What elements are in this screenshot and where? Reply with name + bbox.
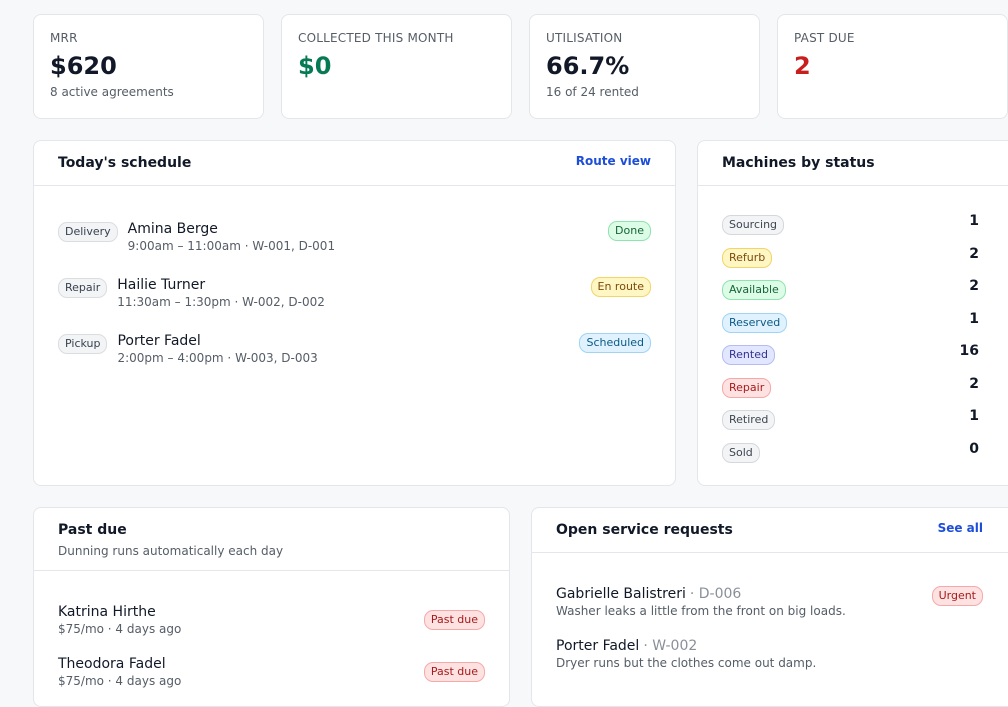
- status-pill: Available: [722, 280, 786, 300]
- card-header: Today's schedule Route view: [34, 141, 675, 186]
- kpi-note: 8 active agreements: [50, 85, 174, 99]
- kpi-label: COLLECTED THIS MONTH: [298, 31, 454, 45]
- past-due-item: Katrina Hirthe $75/mo · 4 days ago Past du…: [58, 604, 485, 636]
- kpi-note: 16 of 24 rented: [546, 85, 639, 99]
- schedule-item: Delivery Amina Berge 9:00am – 11:00am · W-…: [58, 221, 651, 253]
- status-count: 2: [969, 278, 979, 294]
- request-description: Washer leaks a little from the front on …: [556, 604, 846, 618]
- card-title: Machines by status: [722, 155, 875, 171]
- kpi-card: PAST DUE 2: [777, 14, 1008, 119]
- card-header: Open service requests See all: [532, 508, 1008, 553]
- schedule-card: Today's schedule Route view Delivery Amina …: [33, 140, 676, 486]
- kpi-value: $620: [50, 52, 117, 80]
- schedule-item: Repair Hailie Turner 11:30am – 1:30pm · W-…: [58, 277, 651, 309]
- status-row: Reserved 1: [722, 310, 979, 333]
- route-view-link[interactable]: Route view: [575, 154, 651, 168]
- job-info: Hailie Turner 11:30am – 1:30pm · W-002, D…: [117, 277, 325, 309]
- see-all-link[interactable]: See all: [937, 521, 983, 535]
- request-title: Gabrielle Balistreri · D-006: [556, 586, 983, 602]
- customer-name: Theodora Fadel: [58, 656, 166, 672]
- customer-name: Katrina Hirthe: [58, 604, 156, 620]
- customer-name: Porter Fadel: [556, 638, 640, 654]
- job-detail: 2:00pm – 4:00pm · W-003, D-003: [117, 351, 318, 365]
- status-pill: Refurb: [722, 247, 773, 268]
- card-title: Past due: [58, 522, 127, 538]
- job-detail: 9:00am – 11:00am · W-001, D-001: [127, 239, 336, 253]
- kpi-value: 2: [794, 52, 811, 80]
- kpi-label: MRR: [50, 31, 78, 45]
- customer-name: Amina Berge: [127, 221, 218, 237]
- kpi-value: 66.7%: [546, 52, 630, 80]
- status-count: 2: [969, 375, 979, 392]
- status-pill: Rented: [722, 345, 775, 365]
- kpi-card: UTILISATION 66.7% 16 of 24 rented: [529, 14, 760, 119]
- job-status: Scheduled: [579, 333, 651, 353]
- machines-card: Machines by status Sourcing 1 Refurb 2 Availa…: [697, 140, 1008, 486]
- job-type: Repair: [58, 278, 108, 298]
- status-pill: Retired: [722, 410, 776, 430]
- job-status: Done: [608, 221, 651, 241]
- status-row: Refurb 2: [722, 245, 979, 268]
- due-detail: $75/mo · 4 days ago: [58, 622, 182, 636]
- status-count: 1: [969, 408, 979, 424]
- kpi-label: UTILISATION: [546, 31, 623, 45]
- status-pill: Reserved: [722, 312, 788, 333]
- status-row: Repair 2: [722, 375, 979, 398]
- due-status: Past due: [423, 610, 485, 630]
- schedule-item: Pickup Porter Fadel 2:00pm – 4:00pm · W-00…: [58, 333, 651, 365]
- request-title: Porter Fadel · W-002: [556, 638, 983, 654]
- service-item: Gabrielle Balistreri · D-006 Washer leaks …: [556, 586, 983, 618]
- card-title: Open service requests: [556, 522, 733, 538]
- device-id: · D-006: [689, 586, 742, 602]
- status-count: 1: [969, 310, 979, 327]
- dashboard: MRR $620 8 active agreements COLLECTED THIS…: [33, 14, 1008, 707]
- due-detail: $75/mo · 4 days ago: [58, 674, 182, 688]
- job-detail: 11:30am – 1:30pm · W-002, D-002: [117, 295, 325, 309]
- status-row: Sold 0: [722, 440, 979, 463]
- status-pill: Sold: [722, 442, 760, 463]
- status-count: 1: [969, 213, 979, 229]
- job-type: Delivery: [58, 222, 118, 242]
- job-info: Porter Fadel 2:00pm – 4:00pm · W-003, D-0…: [117, 333, 317, 365]
- status-count: 16: [959, 343, 979, 359]
- job-status: En route: [590, 277, 651, 297]
- kpi-value: $0: [298, 52, 332, 80]
- status-row: Retired 1: [722, 408, 979, 430]
- device-id: · W-002: [643, 638, 698, 654]
- kpi-label: PAST DUE: [794, 31, 855, 45]
- service-item: Porter Fadel · W-002 Dryer runs but the cl…: [556, 638, 983, 670]
- card-subtitle: Dunning runs automatically each day: [58, 544, 284, 558]
- job-type: Pickup: [58, 334, 108, 354]
- kpi-card: MRR $620 8 active agreements: [33, 14, 264, 119]
- card-title: Today's schedule: [58, 155, 192, 171]
- card-header: Past due Dunning runs automatically each …: [34, 508, 509, 571]
- status-row: Available 2: [722, 278, 979, 300]
- kpi-card: COLLECTED THIS MONTH $0: [281, 14, 512, 119]
- due-status: Past due: [423, 662, 485, 682]
- status-row: Rented 16: [722, 343, 979, 365]
- customer-name: Gabrielle Balistreri: [556, 586, 686, 602]
- service-card: Open service requests See all Gabrielle Ba…: [531, 507, 1008, 707]
- past-due-item: Theodora Fadel $75/mo · 4 days ago Past du…: [58, 656, 485, 688]
- priority: Urgent: [931, 586, 983, 606]
- status-count: 2: [969, 245, 979, 262]
- status-pill: Sourcing: [722, 215, 785, 235]
- job-info: Amina Berge 9:00am – 11:00am · W-001, D-0…: [128, 221, 335, 253]
- customer-name: Hailie Turner: [117, 277, 206, 293]
- past-due-card: Past due Dunning runs automatically each …: [33, 507, 510, 707]
- customer-name: Porter Fadel: [117, 333, 201, 349]
- card-header: Machines by status: [698, 141, 1008, 186]
- status-row: Sourcing 1: [722, 213, 979, 235]
- status-count: 0: [969, 440, 979, 457]
- status-pill: Repair: [722, 377, 772, 398]
- request-description: Dryer runs but the clothes come out damp…: [556, 656, 817, 670]
